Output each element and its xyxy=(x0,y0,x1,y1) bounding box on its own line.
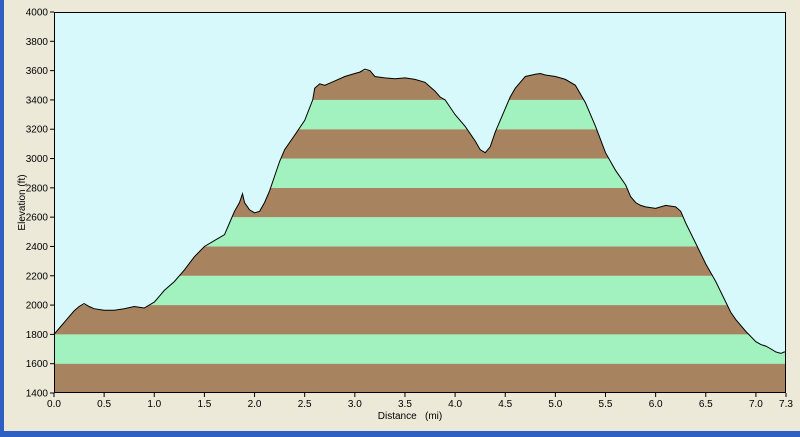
y-tick-label: 2800 xyxy=(26,183,49,194)
y-tick-label: 3600 xyxy=(26,66,49,77)
y-tick-label: 4000 xyxy=(26,8,49,19)
x-tick-label: 6.0 xyxy=(649,399,663,410)
elevation-band xyxy=(54,363,786,393)
x-tick-label: 3.0 xyxy=(348,399,362,410)
plot-border xyxy=(54,12,786,393)
elevation-profile-line xyxy=(53,68,786,354)
x-tick-label: 0.5 xyxy=(97,399,111,410)
elevation-band xyxy=(54,334,786,364)
y-tick-label: 2000 xyxy=(26,301,49,312)
x-tick-label: 4.0 xyxy=(448,399,462,410)
x-tick-label: 7.3 xyxy=(779,399,793,410)
x-axis-label: Distance (mi) xyxy=(378,411,442,422)
x-tick-label: 3.5 xyxy=(398,399,412,410)
y-tick-label: 3000 xyxy=(26,154,49,165)
x-tick-label: 4.5 xyxy=(498,399,512,410)
x-tick-label: 7.0 xyxy=(749,399,763,410)
x-tick-label: 6.5 xyxy=(699,399,713,410)
y-axis: 1400 1600 1800 2000 2200 2400 2600 2800 3000 3200… xyxy=(26,8,54,400)
y-tick-label: 1400 xyxy=(26,389,49,400)
window-frame-bottom xyxy=(0,431,800,437)
y-tick-label: 1600 xyxy=(26,359,49,370)
x-tick-label: 0.0 xyxy=(47,399,61,410)
window-frame-left xyxy=(0,0,4,437)
x-axis: 0.0 0.5 1.0 1.5 2.0 2.5 3.0 3.5 4.0 4.5 5.0 5.5 6.0 6… xyxy=(47,393,793,410)
x-tick-label: 1.0 xyxy=(147,399,161,410)
x-tick-label: 5.5 xyxy=(599,399,613,410)
elevation-band xyxy=(54,305,786,335)
x-tick-label: 2.5 xyxy=(298,399,312,410)
y-tick-label: 3400 xyxy=(26,95,49,106)
elevation-band xyxy=(54,275,786,306)
x-tick-label: 5.0 xyxy=(548,399,562,410)
x-tick-label: 2.0 xyxy=(248,399,262,410)
y-tick-label: 1800 xyxy=(26,330,49,341)
y-tick-label: 3800 xyxy=(26,37,49,48)
elevation-bands xyxy=(54,69,786,393)
y-tick-label: 3200 xyxy=(26,125,49,136)
y-tick-label: 2400 xyxy=(26,242,49,253)
y-tick-label: 2600 xyxy=(26,213,49,224)
y-tick-label: 2200 xyxy=(26,271,49,282)
y-axis-label: Elevation (ft) xyxy=(17,174,28,230)
x-tick-label: 1.5 xyxy=(197,399,211,410)
